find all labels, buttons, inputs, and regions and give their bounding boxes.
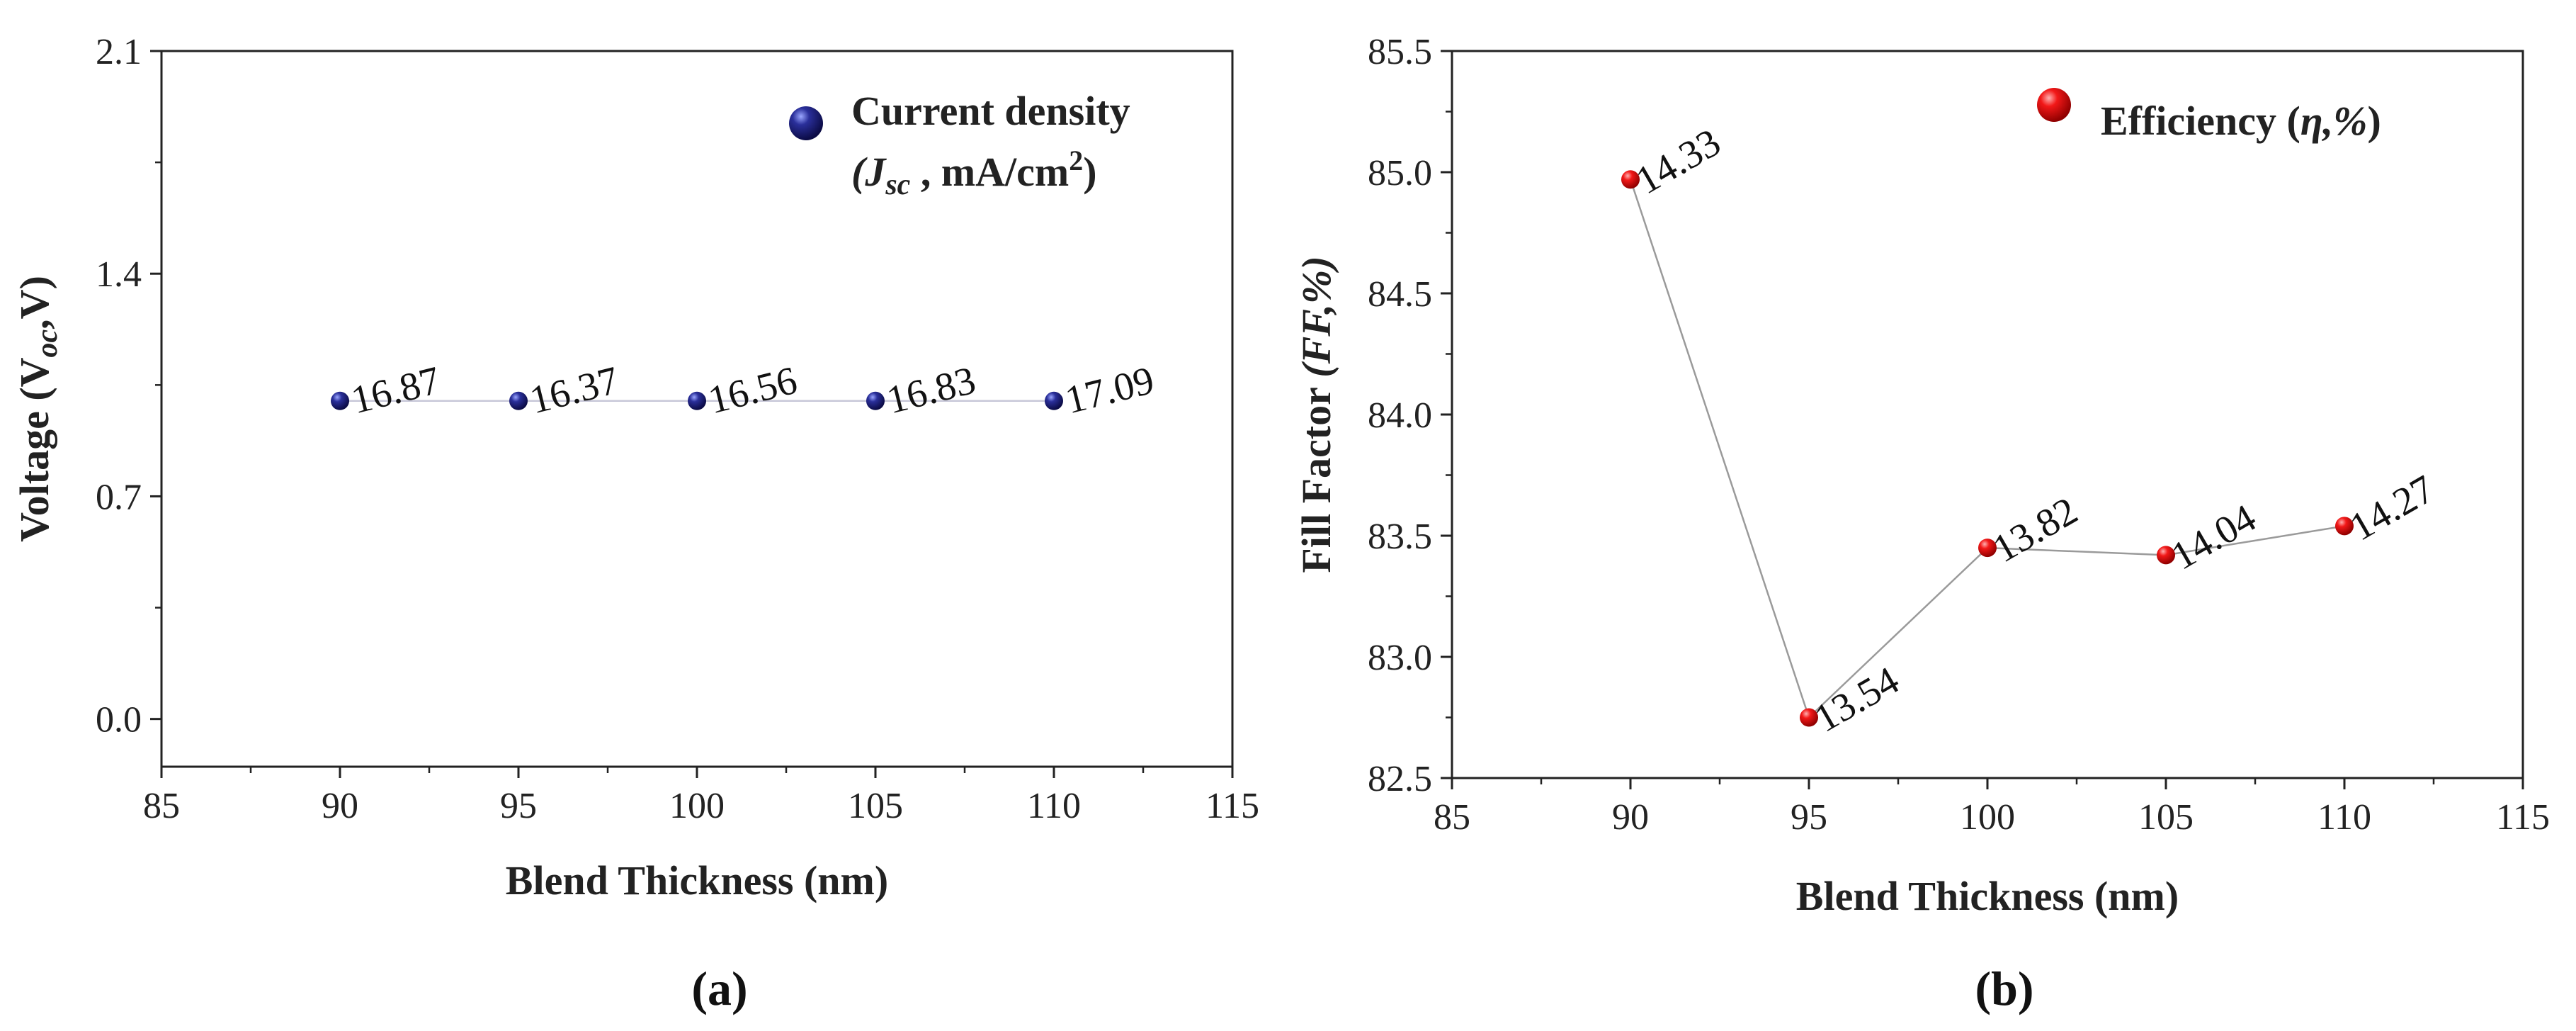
x-tick-label: 105 bbox=[2138, 797, 2194, 838]
x-tick-label: 110 bbox=[2317, 797, 2371, 838]
x-tick-label: 95 bbox=[1791, 797, 1827, 838]
legend-a-prefix: (J bbox=[851, 149, 887, 195]
y-axis-title-a: Voltage (Voc,V) bbox=[11, 276, 64, 542]
y-tick-label: 85.0 bbox=[1368, 153, 1432, 193]
series-line-segment bbox=[1987, 546, 2167, 556]
legend-label-b: Efficiency (η,%) bbox=[2101, 98, 2381, 144]
y-tick-label: 0.0 bbox=[96, 700, 142, 740]
series-line-segment bbox=[1808, 547, 1988, 719]
series-points-a bbox=[331, 391, 1063, 410]
chart-panel-a: 85 90 95 100 105 110 115 0.00.71.42.1 16.87 16.… bbox=[11, 32, 1259, 1015]
series-lines-b bbox=[1629, 179, 2345, 719]
y-axis-title-a-main: Voltage (V bbox=[11, 357, 57, 542]
data-label: 13.54 bbox=[1808, 658, 1907, 741]
y-tick-label: 2.1 bbox=[96, 32, 142, 72]
y-axis-title-b: Fill Factor (FF,%) bbox=[1293, 256, 1339, 573]
x-tick-label: 100 bbox=[669, 786, 725, 826]
y-tick-label: 0.7 bbox=[96, 477, 142, 517]
chart-panel-b: 85 90 95 100 105 110 115 82.583.083.584.084.58… bbox=[1293, 32, 2550, 1015]
data-point bbox=[688, 391, 706, 410]
x-tick-label: 110 bbox=[1027, 786, 1081, 826]
x-axis-title-a: Blend Thickness (nm) bbox=[506, 857, 888, 903]
data-label: 13.82 bbox=[1986, 489, 2085, 572]
series-points-b bbox=[1621, 170, 2354, 727]
data-label: 16.56 bbox=[704, 359, 801, 423]
data-label: 14.33 bbox=[1629, 120, 1728, 203]
y-tick-label: 84.0 bbox=[1368, 395, 1432, 436]
legend-b-end: ) bbox=[2368, 98, 2381, 144]
legend-a-mid: , mA/cm bbox=[910, 149, 1069, 195]
data-point bbox=[1045, 391, 1063, 410]
x-tick-label: 115 bbox=[1205, 786, 1259, 826]
x-axis-title-b: Blend Thickness (nm) bbox=[1796, 873, 2179, 919]
y-axis-title-b-italic: (FF,%) bbox=[1293, 256, 1339, 377]
data-label: 17.09 bbox=[1061, 359, 1158, 423]
y-tick-group-b: 82.5 83.0 83.5 84.0 84.5 85.0 85.5 bbox=[1368, 32, 1452, 799]
data-label: 14.27 bbox=[2343, 467, 2442, 550]
y-tick-label: 1.4 bbox=[96, 254, 142, 295]
series-line-segment bbox=[2165, 525, 2345, 556]
legend-a-end: ) bbox=[1083, 149, 1096, 195]
y-tick-label: 83.5 bbox=[1368, 517, 1432, 557]
y-tick-group-a: 0.0 0.7 1.4 2.1 bbox=[96, 32, 161, 740]
legend-a-sup: 2 bbox=[1069, 145, 1083, 176]
legend-marker-a bbox=[789, 106, 823, 140]
data-labels-b: 14.33 13.54 13.82 14.04 14.27 bbox=[1629, 120, 2442, 741]
data-point bbox=[866, 391, 885, 410]
legend-a-sub: sc bbox=[885, 169, 910, 201]
x-tick-label: 90 bbox=[322, 786, 358, 826]
y-tick-label: 83.0 bbox=[1368, 638, 1432, 678]
y-axis-title-b-main: Fill Factor bbox=[1293, 378, 1339, 573]
series-line-segment bbox=[1629, 179, 1810, 718]
y-axis-title-a-tail: ,V) bbox=[11, 276, 57, 329]
panel-label-a: (a) bbox=[691, 962, 747, 1015]
x-tick-label: 85 bbox=[1434, 797, 1470, 838]
data-point bbox=[2157, 546, 2175, 565]
data-labels-a: 16.87 16.37 16.56 16.83 17.09 bbox=[347, 359, 1158, 423]
data-label: 16.37 bbox=[526, 359, 623, 423]
y-tick-label: 82.5 bbox=[1368, 759, 1432, 799]
y-tick-label: 84.5 bbox=[1368, 274, 1432, 315]
data-label: 14.04 bbox=[2164, 496, 2264, 579]
legend-b: Efficiency (η,%) bbox=[2037, 88, 2381, 144]
data-label: 16.87 bbox=[347, 359, 444, 423]
legend-line1-a: Current density bbox=[851, 88, 1130, 134]
x-tick-group-a: 85 90 95 100 105 110 115 bbox=[143, 767, 1259, 826]
y-tick-label: 85.5 bbox=[1368, 32, 1432, 72]
panel-label-b: (b) bbox=[1975, 962, 2033, 1015]
legend-marker-b bbox=[2037, 88, 2071, 122]
x-tick-label: 115 bbox=[2496, 797, 2550, 838]
data-point bbox=[1800, 708, 1818, 727]
data-label: 16.83 bbox=[883, 359, 980, 423]
y-axis-title-a-sub: oc bbox=[31, 329, 64, 357]
plot-frame-b bbox=[1451, 50, 2524, 779]
x-tick-label: 100 bbox=[1960, 797, 2015, 838]
x-tick-label: 95 bbox=[500, 786, 537, 826]
legend-a: Current density (Jsc , mA/cm2) bbox=[789, 88, 1130, 201]
legend-line2-a: (Jsc , mA/cm2) bbox=[851, 145, 1097, 201]
legend-b-italic: η,% bbox=[2300, 98, 2368, 144]
x-tick-label: 85 bbox=[143, 786, 180, 826]
x-tick-label: 90 bbox=[1612, 797, 1649, 838]
data-point bbox=[1621, 170, 1640, 189]
x-tick-label: 105 bbox=[848, 786, 903, 826]
x-tick-group-b: 85 90 95 100 105 110 115 bbox=[1434, 778, 2550, 838]
legend-b-prefix: Efficiency ( bbox=[2101, 98, 2300, 144]
data-point bbox=[331, 391, 349, 410]
data-point bbox=[1978, 539, 1997, 558]
data-point bbox=[509, 391, 528, 410]
data-point bbox=[2335, 517, 2354, 536]
